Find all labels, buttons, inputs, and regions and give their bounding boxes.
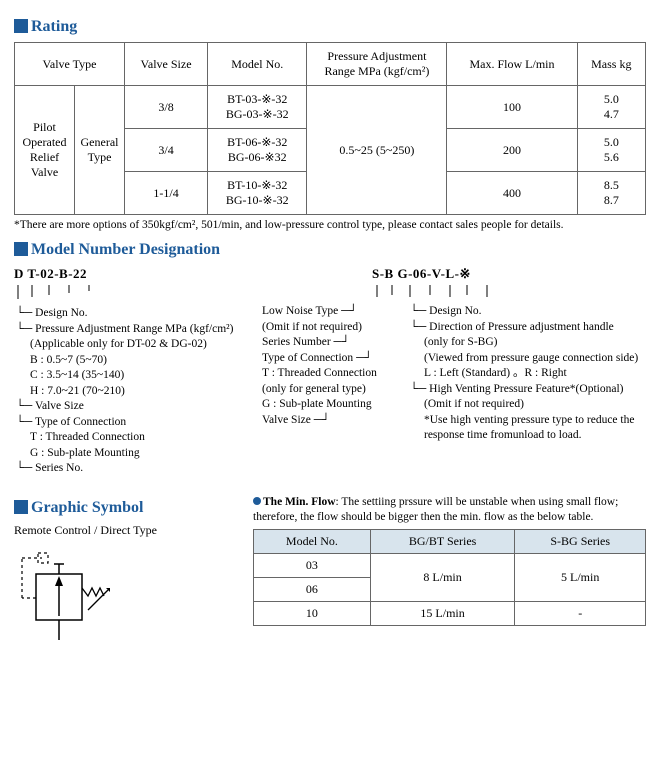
cell: 10 [254, 601, 371, 625]
model-left: D T-02-B-22 └─ Design No. └─ Pressure Ad… [14, 265, 244, 477]
minflow-note: The Min. Flow: The settiing prssure will… [253, 495, 646, 525]
desig-item: T : Threaded Connection [30, 430, 244, 446]
model-desig-title: Model Number Designation [14, 241, 646, 259]
desig-item: (Omit if not required) [424, 397, 646, 413]
desig-item: B : 0.5~7 (5~70) [30, 353, 244, 369]
rating-footnote: *There are more options of 350kgf/cm², 5… [14, 219, 646, 231]
model-desig-row: D T-02-B-22 └─ Design No. └─ Pressure Ad… [14, 265, 646, 477]
cell-mass: 5.05.6 [577, 129, 645, 172]
desig-item: Valve Size ─┘ [262, 413, 402, 429]
desig-item: T : Threaded Connection [262, 366, 402, 382]
th-mass: Mass kg [577, 43, 645, 86]
cell-models: BT-03-※-32BG-03-※-32 [208, 86, 307, 129]
th-model-no: Model No. [208, 43, 307, 86]
cell: 06 [254, 577, 371, 601]
graphic-title: Graphic Symbol [14, 499, 239, 517]
desig-item: └─ Design No. [410, 304, 646, 320]
cell: - [515, 601, 646, 625]
minflow-table: Model No. BG/BT Series S-BG Series 03 8 … [253, 529, 646, 626]
desig-item: G : Sub-plate Mounting [30, 446, 244, 462]
th-model: Model No. [254, 529, 371, 553]
desig-item: L : Left (Standard) 。R : Right [424, 366, 646, 382]
desig-item: └─ Series No. [16, 461, 244, 477]
model-code-right: S-B G-06-V-L-※ [372, 265, 646, 283]
cell-mass: 5.04.7 [577, 86, 645, 129]
cell-size: 1-1/4 [125, 172, 208, 215]
desig-item: *Use high venting pressure type to reduc… [424, 413, 646, 444]
desig-item: (Omit if not required) [262, 320, 402, 336]
th-valve-size: Valve Size [125, 43, 208, 86]
rating-title: Rating [14, 18, 646, 36]
table-row: Pilot Operated Relief Valve General Type… [15, 86, 646, 129]
cell-size: 3/8 [125, 86, 208, 129]
desig-item: └─ Valve Size [16, 399, 244, 415]
th-pressure: Pressure Adjustment Range MPa (kgf/cm²) [307, 43, 447, 86]
cell-flow: 400 [447, 172, 577, 215]
desig-item: └─ High Venting Pressure Feature*(Option… [410, 382, 646, 398]
cell-models: BT-10-※-32BG-10-※-32 [208, 172, 307, 215]
cell: 15 L/min [370, 601, 515, 625]
graphic-symbol-section: Graphic Symbol Remote Control / Direct T… [14, 495, 239, 654]
desig-item: G : Sub-plate Mounting [262, 397, 402, 413]
bullet-icon [253, 497, 261, 505]
minflow-section: The Min. Flow: The settiing prssure will… [253, 495, 646, 654]
cell-models: BT-06-※-32BG-06-※32 [208, 129, 307, 172]
bracket-icon [262, 285, 642, 299]
desig-item: Series Number ─┘ [262, 335, 402, 351]
cell-mass: 8.58.7 [577, 172, 645, 215]
cell: 5 L/min [515, 553, 646, 601]
th-sbg: S-BG Series [515, 529, 646, 553]
graphic-subtitle: Remote Control / Direct Type [14, 523, 239, 538]
desig-item: H : 7.0~21 (70~210) [30, 384, 244, 400]
desig-item: (Applicable only for DT-02 & DG-02) [30, 337, 244, 353]
relief-valve-symbol-icon [14, 544, 124, 654]
bracket-icon [14, 285, 104, 301]
th-valve-type: Valve Type [15, 43, 125, 86]
cell: 03 [254, 553, 371, 577]
rating-table: Valve Type Valve Size Model No. Pressure… [14, 42, 646, 215]
model-code-left: D T-02-B-22 [14, 265, 244, 283]
desig-item: C : 3.5~14 (35~140) [30, 368, 244, 384]
cell-pressure: 0.5~25 (5~250) [307, 86, 447, 215]
cell-size: 3/4 [125, 129, 208, 172]
desig-item: └─ Pressure Adjustment Range MPa (kgf/cm… [16, 322, 244, 338]
th-bgbt: BG/BT Series [370, 529, 515, 553]
cell: 8 L/min [370, 553, 515, 601]
th-max-flow: Max. Flow L/min [447, 43, 577, 86]
desig-item: (Viewed from pressure gauge connection s… [424, 351, 646, 367]
desig-item: Low Noise Type ─┘ [262, 304, 402, 320]
model-right: S-B G-06-V-L-※ Low Noise Type ─┘ (Omit i… [262, 265, 646, 477]
desig-item: (only for S-BG) [424, 335, 646, 351]
desig-item: └─ Type of Connection [16, 415, 244, 431]
lower-row: Graphic Symbol Remote Control / Direct T… [14, 495, 646, 654]
desig-item: Type of Connection ─┘ [262, 351, 402, 367]
desig-item: └─ Design No. [16, 306, 244, 322]
cell-flow: 200 [447, 129, 577, 172]
desig-item: (only for general type) [262, 382, 402, 398]
cell-flow: 100 [447, 86, 577, 129]
cell-valve-type: Pilot Operated Relief Valve [15, 86, 75, 215]
table-row: 03 8 L/min 5 L/min [254, 553, 646, 577]
table-row: 10 15 L/min - [254, 601, 646, 625]
desig-item: └─ Direction of Pressure adjustment hand… [410, 320, 646, 336]
cell-valve-subtype: General Type [75, 86, 125, 215]
